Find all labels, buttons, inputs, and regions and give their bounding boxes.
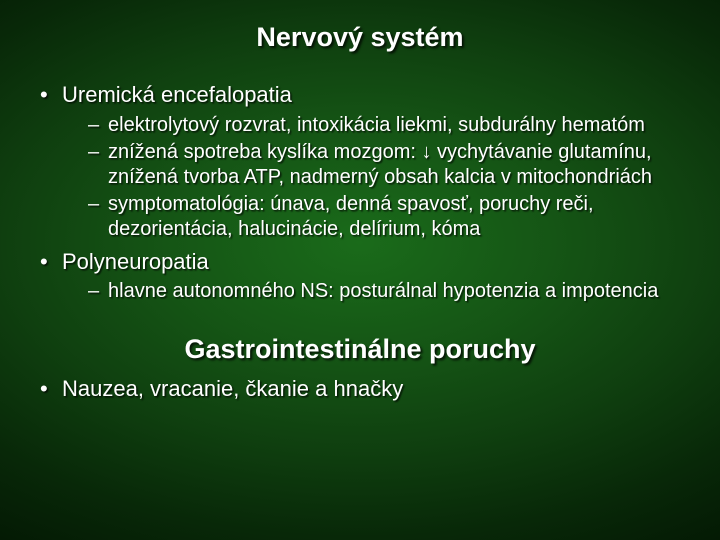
list-section2: Nauzea, vracanie, čkanie a hnačky [38, 375, 690, 403]
subitem: elektrolytový rozvrat, intoxikácia liekm… [86, 113, 690, 138]
subitem: znížená spotreba kyslíka mozgom: ↓ vychy… [86, 140, 690, 190]
sublist: elektrolytový rozvrat, intoxikácia liekm… [86, 113, 690, 242]
item-label: Nauzea, vracanie, čkanie a hnačky [62, 376, 403, 401]
item-nauzea: Nauzea, vracanie, čkanie a hnačky [38, 375, 690, 403]
slide: Nervový systém Uremická encefalopatia el… [0, 0, 720, 540]
sublist: hlavne autonomného NS: posturálnal hypot… [86, 279, 690, 304]
list-section1: Uremická encefalopatia elektrolytový roz… [38, 81, 690, 304]
title-gastrointestinalne: Gastrointestinálne poruchy [30, 334, 690, 365]
item-polyneuropatia: Polyneuropatia hlavne autonomného NS: po… [38, 248, 690, 305]
title-nervovy-system: Nervový systém [30, 22, 690, 53]
subitem: symptomatológia: únava, denná spavosť, p… [86, 192, 690, 242]
item-label: Polyneuropatia [62, 249, 209, 274]
subitem: hlavne autonomného NS: posturálnal hypot… [86, 279, 690, 304]
item-label: Uremická encefalopatia [62, 82, 292, 107]
item-uremicka-encefalopatia: Uremická encefalopatia elektrolytový roz… [38, 81, 690, 242]
